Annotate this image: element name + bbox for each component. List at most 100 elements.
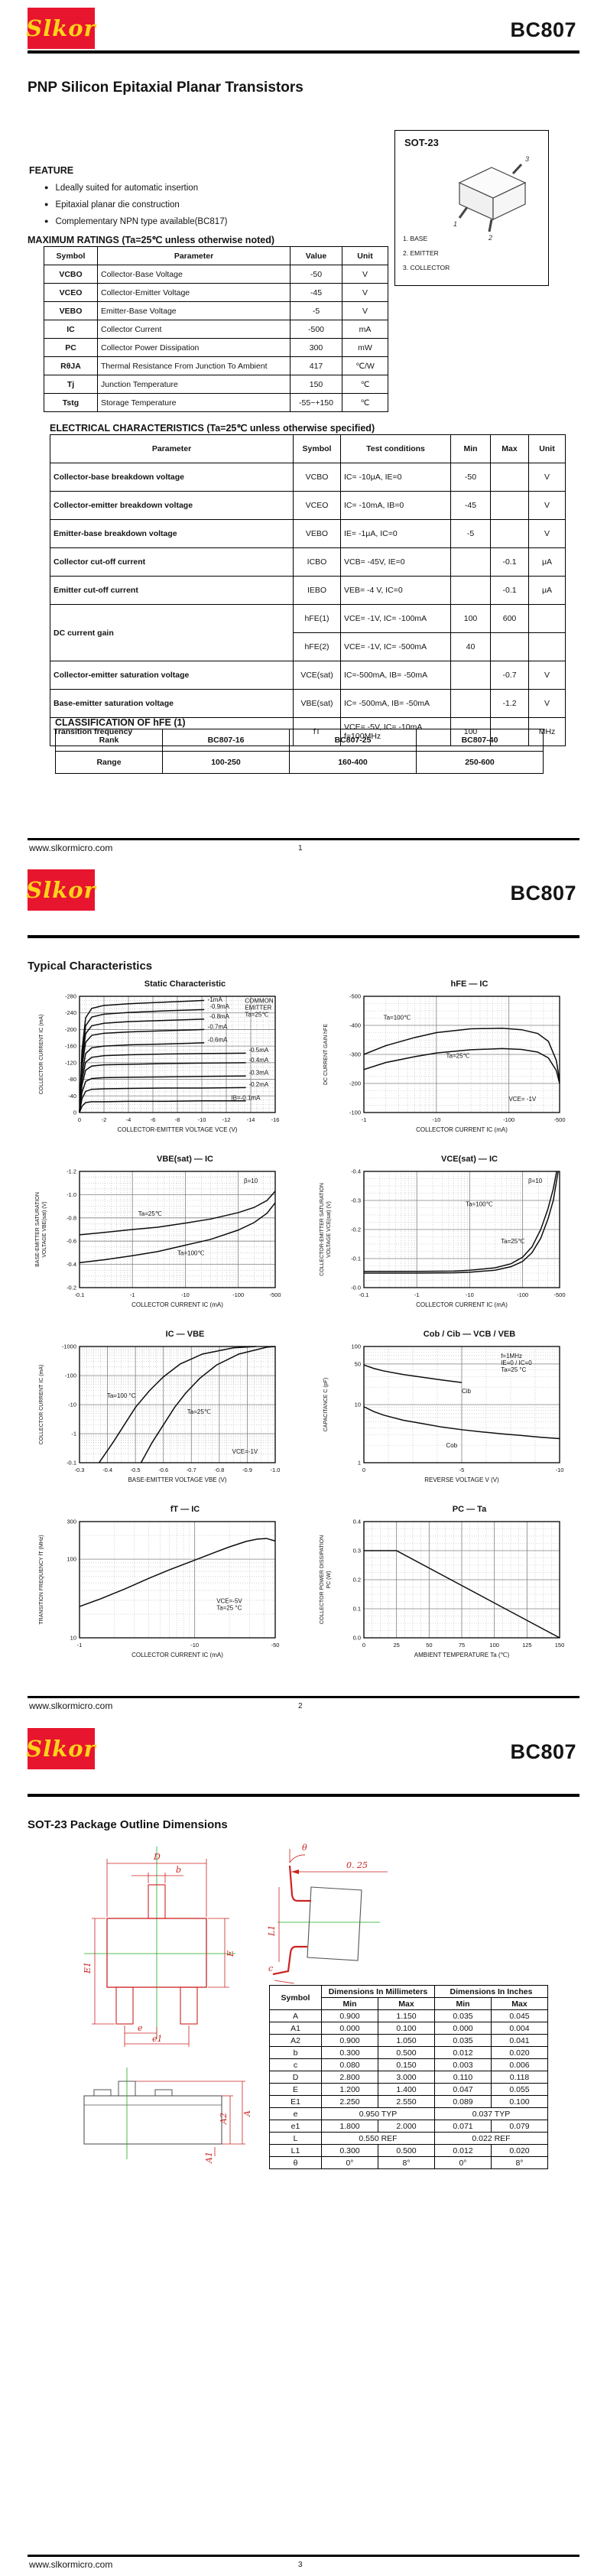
- svg-text:0.2: 0.2: [353, 1577, 361, 1584]
- cell: 160-400: [289, 751, 417, 774]
- page-number: 3: [298, 2561, 303, 2569]
- dim-label-L1: L1: [267, 1925, 277, 1937]
- cell: Tj: [44, 375, 98, 394]
- svg-text:-8: -8: [175, 1116, 180, 1123]
- header-cell: Symbol: [269, 1985, 322, 2010]
- cell: Thermal Resistance From Junction To Ambi…: [97, 356, 291, 375]
- chart-annotation: Ta=25℃: [138, 1210, 162, 1217]
- cell: 0.000: [321, 2022, 378, 2035]
- svg-text:10: 10: [355, 1402, 361, 1408]
- cell: 0.500: [378, 2046, 435, 2059]
- svg-text:-50: -50: [271, 1642, 280, 1649]
- cell: IC: [44, 320, 98, 339]
- cell: Rank: [55, 729, 163, 752]
- cell: A: [269, 2009, 322, 2022]
- chart-annotation: Ta=25℃: [446, 1053, 470, 1060]
- cell: 0.045: [491, 2009, 548, 2022]
- dim-label-E: E: [226, 1951, 235, 1957]
- page-number: 1: [298, 844, 303, 853]
- cell: 8°: [378, 2156, 435, 2169]
- svg-text:75: 75: [459, 1642, 465, 1649]
- cell: Collector-base breakdown voltage: [50, 463, 294, 492]
- base-lead: [458, 206, 469, 219]
- chart-annotation: -0.2mA: [248, 1081, 268, 1088]
- cell: 0.080: [321, 2058, 378, 2071]
- cell: PC: [44, 338, 98, 357]
- feature-heading: FEATURE: [29, 165, 74, 176]
- chart-annotation: β=10: [528, 1178, 543, 1184]
- header-cell: Unit: [342, 246, 388, 265]
- svg-text:-16: -16: [271, 1116, 280, 1123]
- dim-label-E1: E1: [83, 1962, 93, 1974]
- svg-text:-100: -100: [517, 1291, 528, 1298]
- chart-annotation: -0.3mA: [248, 1070, 268, 1077]
- cell: V: [528, 661, 566, 690]
- header-cell: Max: [490, 434, 529, 463]
- cell: 250-600: [416, 751, 544, 774]
- dim-label-A: A: [242, 2110, 252, 2117]
- cell: -5: [450, 519, 491, 548]
- cell: 0.550 REF: [321, 2132, 435, 2145]
- svg-text:-0.4: -0.4: [102, 1467, 112, 1473]
- x-axis-label: COLLECTOR CURRENT IC (mA): [416, 1301, 508, 1308]
- chart-canvas: -1 -10 -50 10 100 300 COLLECTOR CURRENT IC (mA…: [39, 1519, 280, 1659]
- y-axis-label: PC (W): [326, 1571, 332, 1589]
- data-series: [364, 1171, 557, 1272]
- y-axis-label: COLLECTOR POWER DISSIPATION: [320, 1535, 325, 1624]
- cell: E1: [269, 2095, 322, 2108]
- y-axis-label: DC CURRENT GAIN hFE: [323, 1024, 329, 1085]
- cell: 1.200: [321, 2083, 378, 2096]
- svg-text:25: 25: [393, 1642, 399, 1649]
- svg-text:100: 100: [351, 1343, 361, 1350]
- cell: -50: [450, 463, 491, 492]
- dim-label-e1: e1: [152, 2034, 163, 2044]
- cell: Emitter cut-off current: [50, 576, 294, 605]
- chart-annotation: -0.5mA: [248, 1047, 268, 1054]
- cell: 0.118: [491, 2071, 548, 2084]
- cell: 0.055: [491, 2083, 548, 2096]
- package-front-view-drawing: D b E1 E e e1: [83, 1847, 235, 2047]
- cell: VCBO: [293, 463, 341, 492]
- cell: 0.300: [321, 2046, 378, 2059]
- cell: A1: [269, 2022, 322, 2035]
- x-axis-label: COLLECTOR CURRENT IC (mA): [131, 1301, 223, 1308]
- cell: [528, 632, 566, 661]
- brand-logo-text: Slkor: [26, 877, 96, 903]
- svg-text:-0.1: -0.1: [351, 1256, 361, 1262]
- cell: Collector-emitter breakdown voltage: [50, 491, 294, 520]
- svg-text:300: 300: [67, 1519, 76, 1525]
- cell: 0.089: [434, 2095, 492, 2108]
- svg-text:-0.8: -0.8: [67, 1214, 76, 1221]
- svg-text:-14: -14: [247, 1116, 255, 1123]
- chart-annotation: IE=0 / IC=0: [501, 1359, 532, 1366]
- svg-text:-80: -80: [68, 1076, 76, 1083]
- chart-canvas-holder: -1 -10 -50 10 100 300 COLLECTOR CURRENT IC (mA…: [32, 1517, 307, 1683]
- brand-logo: Slkor: [26, 869, 96, 911]
- cell: 1.050: [378, 2034, 435, 2047]
- svg-text:-10: -10: [432, 1116, 440, 1123]
- chart-canvas-holder: 0 -2 -4 -6 -8 -10 -12 -14 -16 0 -40 -80 -120 -160 -200…: [32, 992, 307, 1158]
- data-series: [79, 1028, 205, 1113]
- page-1: Slkor BC807 PNP Silicon Epitaxial Planar…: [0, 0, 607, 859]
- data-series: [79, 1009, 205, 1113]
- header-cell: Dimensions In Inches: [434, 1985, 548, 1998]
- svg-text:-0.1: -0.1: [75, 1291, 85, 1298]
- feature-item: ● Complementary NPN type available(BC817): [44, 217, 227, 226]
- svg-text:-160: -160: [65, 1043, 76, 1050]
- cell: 0.100: [491, 2095, 548, 2108]
- svg-text:-10: -10: [466, 1291, 474, 1298]
- cell: 0.300: [321, 2144, 378, 2157]
- pin-list: 1. BASE 2. EMITTER 3. COLLECTOR: [403, 232, 450, 275]
- chart-vcesat-vs-ic: VCE(sat) — IC -0.1 -1 -10 -100 -500 -0.0 -0.1-…: [316, 1155, 592, 1333]
- cell: VCB= -45V, IE=0: [340, 547, 451, 577]
- svg-text:-10: -10: [181, 1291, 190, 1298]
- svg-text:-1.2: -1.2: [67, 1168, 76, 1175]
- y-axis-label: VOLTAGE VBE(sat) (V): [42, 1201, 47, 1257]
- footer-website: www.slkormicro.com: [29, 1701, 113, 1711]
- svg-text:-6: -6: [151, 1116, 156, 1123]
- svg-text:50: 50: [355, 1360, 361, 1367]
- data-series: [363, 1048, 560, 1084]
- cell: IC= -10μA, IE=0: [340, 463, 451, 492]
- svg-text:0.1: 0.1: [353, 1606, 361, 1613]
- bullet-icon: ●: [44, 200, 49, 208]
